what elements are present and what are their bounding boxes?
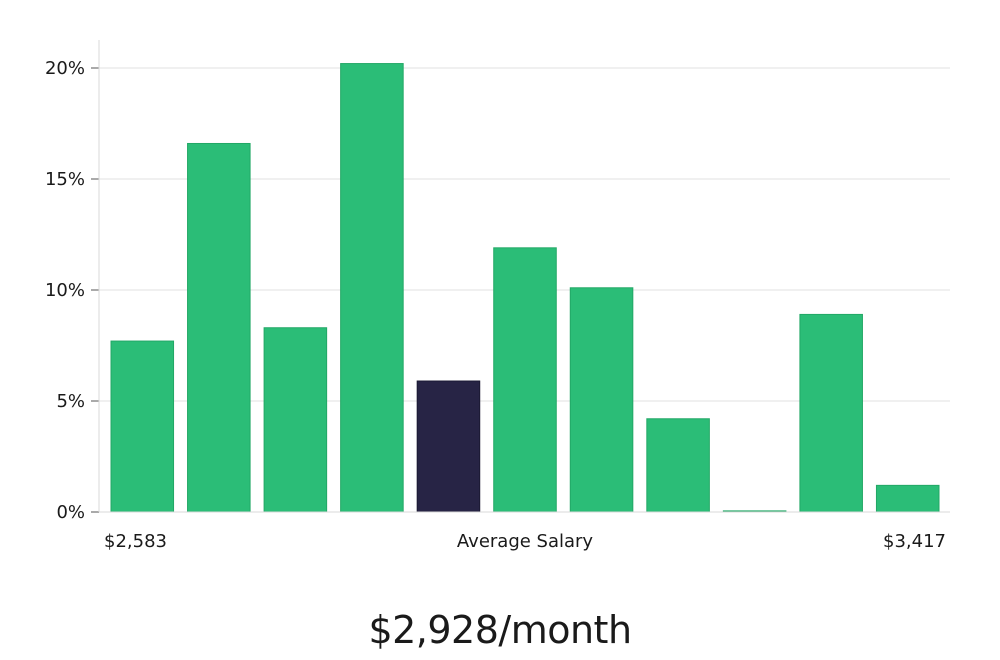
bars [110,63,940,513]
y-tick-label: 10% [45,280,85,301]
y-tick-label: 15% [45,169,85,190]
x-max-label: $3,417 [883,531,946,552]
bar [569,287,634,513]
bar [799,313,863,513]
histogram-chart: 0% 5% 10% 15% 20% $2,583 Average Salary $3,4… [45,40,950,552]
bar-average-highlight [416,380,481,513]
x-axis-title: Average Salary [457,531,594,552]
bar [875,484,940,513]
y-tick-label: 0% [56,502,85,523]
bar [493,247,557,513]
y-tick-label: 20% [45,58,85,79]
bar [646,418,710,513]
average-salary-value: $2,928/month [368,608,632,652]
y-tick-label: 5% [56,391,85,412]
x-min-label: $2,583 [104,531,167,552]
bar [340,63,404,513]
bar [110,340,175,513]
bar [187,142,251,513]
y-tick-labels: 0% 5% 10% 15% 20% [45,58,99,523]
bar [263,327,328,513]
